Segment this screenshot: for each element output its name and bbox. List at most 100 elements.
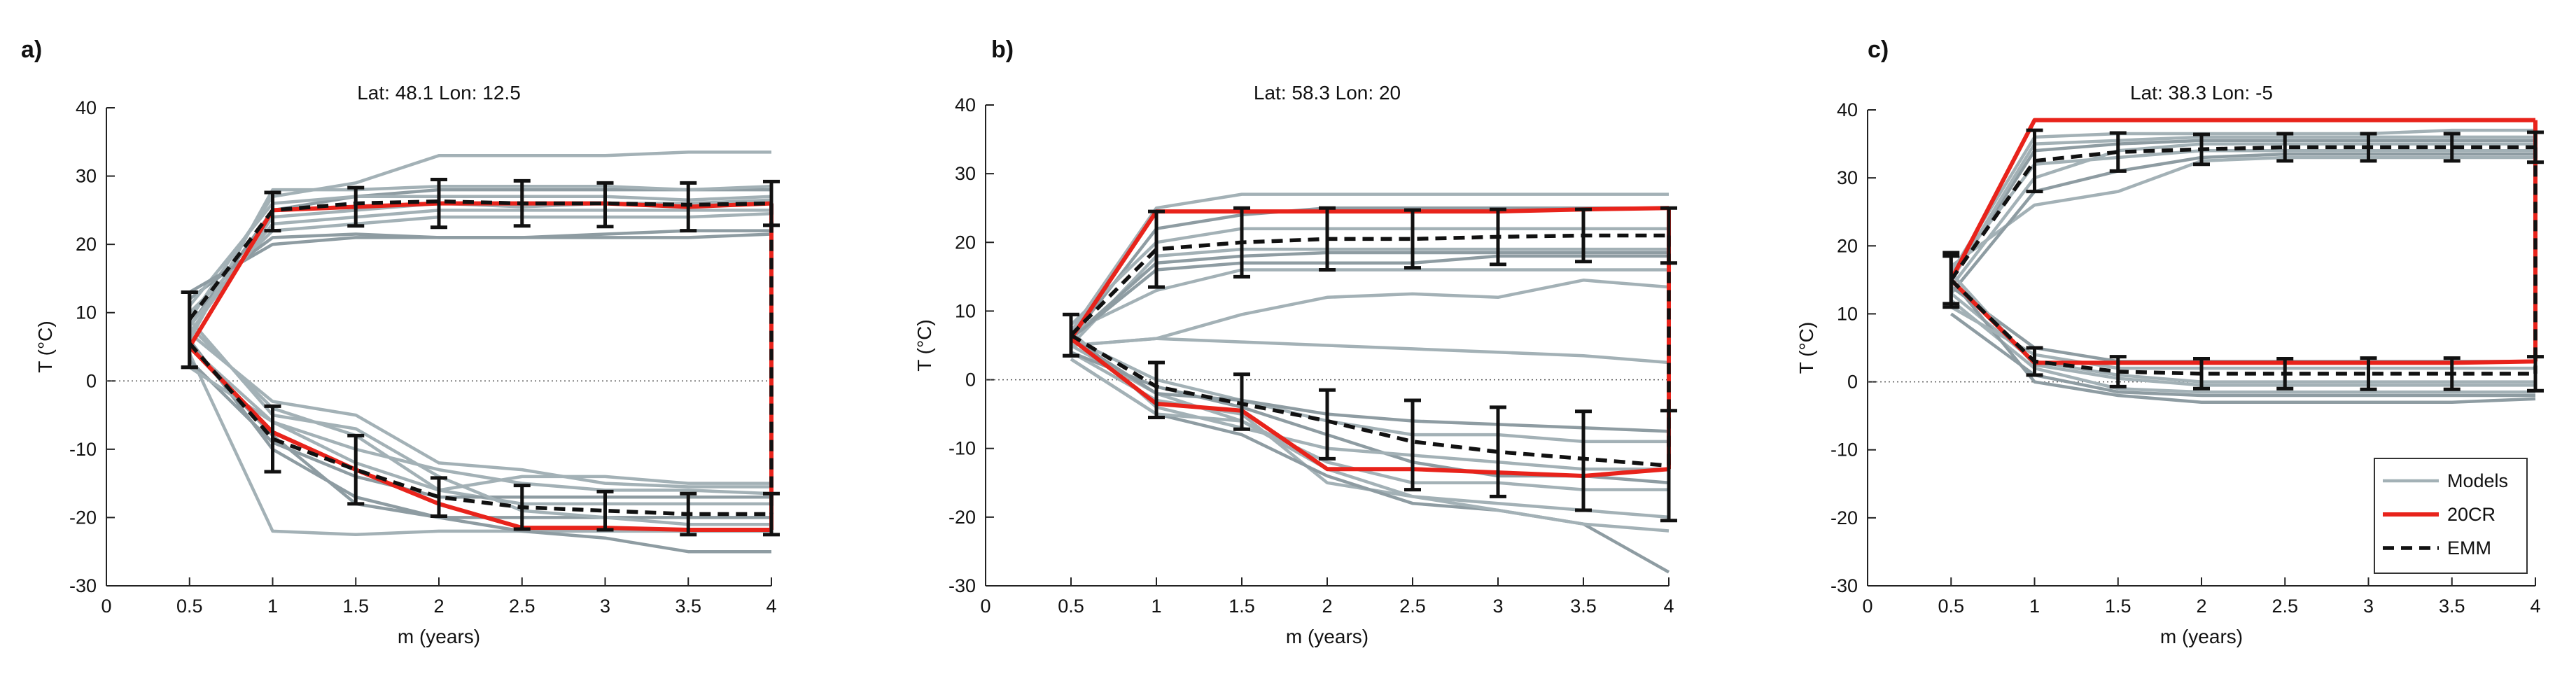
model-series-line bbox=[188, 232, 772, 294]
y-axis-label: T (°C) bbox=[913, 319, 935, 371]
model-series-line bbox=[1070, 358, 1670, 574]
x-tick-label: 3.5 bbox=[2439, 596, 2465, 617]
x-tick-label: 4 bbox=[1663, 596, 1674, 617]
y-tick-label: 40 bbox=[1837, 99, 1858, 120]
x-tick-label: 3 bbox=[1492, 596, 1503, 617]
ensemble-mean-emm-line bbox=[1949, 145, 2535, 281]
model-series-line bbox=[1949, 285, 2535, 363]
model-series-line bbox=[1949, 149, 2535, 274]
x-tick-label: 3 bbox=[2363, 596, 2374, 617]
model-series-line bbox=[1070, 337, 1670, 365]
reanalysis-20cr-line bbox=[188, 345, 771, 532]
model-series-line bbox=[188, 150, 771, 321]
y-tick-label: -10 bbox=[1830, 440, 1858, 461]
model-series-line bbox=[1949, 135, 2535, 281]
model-series-line bbox=[1949, 272, 2535, 387]
x-tick-label: 2 bbox=[1322, 596, 1332, 617]
reanalysis-20cr-line bbox=[1949, 278, 2536, 365]
y-tick-label: 30 bbox=[76, 166, 97, 187]
x-tick-label: 2.5 bbox=[1399, 596, 1426, 617]
panel-letter: b) bbox=[991, 36, 1014, 63]
model-series-line bbox=[1949, 128, 2535, 274]
model-series-line bbox=[1070, 254, 1669, 340]
model-series-line bbox=[1070, 227, 1669, 326]
y-tick-label: 10 bbox=[1837, 303, 1858, 324]
model-series-line bbox=[188, 345, 772, 496]
x-tick-label: 0 bbox=[101, 596, 111, 617]
x-axis-label: m (years) bbox=[2160, 626, 2243, 647]
ensemble-mean-emm-line bbox=[1070, 333, 1670, 468]
panel-title: Lat: 58.3 Lon: 20 bbox=[1254, 82, 1401, 104]
chart-panel-2: b) Lat: 58.3 Lon: 20 -30 -20 -10 0 10 20 30 40 0 0.… bbox=[913, 36, 1677, 647]
y-tick-label: -20 bbox=[948, 507, 976, 528]
ensemble-mean-emm-line bbox=[1070, 233, 1669, 337]
model-series-line bbox=[1070, 337, 1670, 433]
ensemble-mean-emm-line bbox=[1949, 278, 2535, 376]
y-tick-label: 30 bbox=[955, 163, 976, 184]
model-series-line bbox=[188, 209, 771, 328]
y-tick-label: -30 bbox=[1830, 575, 1858, 596]
reanalysis-20cr-line bbox=[1949, 118, 2535, 281]
y-tick-label: 20 bbox=[76, 234, 97, 255]
model-series-line bbox=[1070, 268, 1669, 333]
x-tick-label: 1.5 bbox=[2105, 596, 2132, 617]
y-tick-label: 20 bbox=[955, 232, 976, 253]
chart-legend: Models 20CR EMM bbox=[2374, 458, 2528, 574]
model-series-line bbox=[188, 339, 771, 554]
chart-panel-1: a)Lat: 48.1 Lon: 12.5-30-20-100102030400… bbox=[21, 36, 780, 647]
model-series-line bbox=[1949, 155, 2535, 268]
y-tick-label: 0 bbox=[1847, 372, 1858, 393]
x-tick-label: 1.5 bbox=[342, 596, 369, 617]
y-axis-label: T (°C) bbox=[1795, 322, 1817, 374]
panel-letter: a) bbox=[21, 36, 42, 63]
model-series-line bbox=[188, 184, 772, 341]
legend-label: EMM bbox=[2447, 538, 2491, 559]
y-tick-label: -20 bbox=[1830, 507, 1858, 528]
model-series-line bbox=[1949, 299, 2535, 394]
model-series-line bbox=[188, 229, 771, 301]
model-series-line bbox=[1070, 192, 1669, 333]
model-series-line bbox=[1070, 358, 1670, 533]
chart-panel-3: c) Lat: 38.3 Lon: -5 -30 -20 -10 0 10 20 30 40 0 0.… bbox=[1795, 36, 2544, 647]
x-tick-label: 0.5 bbox=[1058, 596, 1084, 617]
model-series-line bbox=[188, 318, 771, 526]
y-tick-label: -10 bbox=[948, 438, 976, 459]
panel-letter: c) bbox=[1868, 36, 1889, 63]
x-tick-label: 0.5 bbox=[1938, 596, 1964, 617]
y-tick-label: -30 bbox=[948, 575, 976, 596]
legend-box bbox=[2374, 458, 2528, 574]
y-tick-label: 30 bbox=[1837, 167, 1858, 188]
y-tick-label: 0 bbox=[965, 370, 976, 391]
x-axis-label: m (years) bbox=[398, 626, 480, 647]
x-tick-label: 2 bbox=[433, 596, 444, 617]
y-tick-label: 0 bbox=[86, 370, 97, 391]
panel-title: Lat: 38.3 Lon: -5 bbox=[2130, 82, 2273, 104]
x-tick-label: 1 bbox=[2029, 596, 2040, 617]
reanalysis-20cr-line bbox=[1069, 206, 1670, 340]
model-series-line bbox=[1949, 279, 2536, 404]
x-tick-label: 2.5 bbox=[2272, 596, 2298, 617]
y-tick-label: 40 bbox=[955, 94, 976, 115]
x-tick-label: 1 bbox=[1151, 596, 1161, 617]
panel-title: Lat: 48.1 Lon: 12.5 bbox=[357, 82, 521, 104]
model-series-line bbox=[188, 195, 772, 307]
model-series-line bbox=[188, 332, 771, 489]
model-series-line bbox=[1070, 330, 1669, 471]
model-series-line bbox=[1070, 337, 1669, 444]
model-series-line bbox=[1070, 279, 1670, 347]
model-series-line bbox=[1949, 142, 2535, 288]
ensemble-mean-emm-line bbox=[188, 199, 772, 321]
y-tick-label: -30 bbox=[69, 575, 97, 596]
y-tick-label: 10 bbox=[955, 300, 976, 321]
x-tick-label: 1.5 bbox=[1228, 596, 1255, 617]
x-tick-label: 4 bbox=[766, 596, 776, 617]
y-axis-label: T (°C) bbox=[34, 321, 56, 372]
x-tick-label: 2.5 bbox=[509, 596, 536, 617]
x-tick-label: 3.5 bbox=[1570, 596, 1597, 617]
model-series-line bbox=[1070, 344, 1669, 491]
model-series-line bbox=[1070, 247, 1669, 347]
x-tick-label: 0 bbox=[980, 596, 990, 617]
x-tick-label: 2 bbox=[2196, 596, 2206, 617]
model-series-line bbox=[1949, 312, 2535, 398]
